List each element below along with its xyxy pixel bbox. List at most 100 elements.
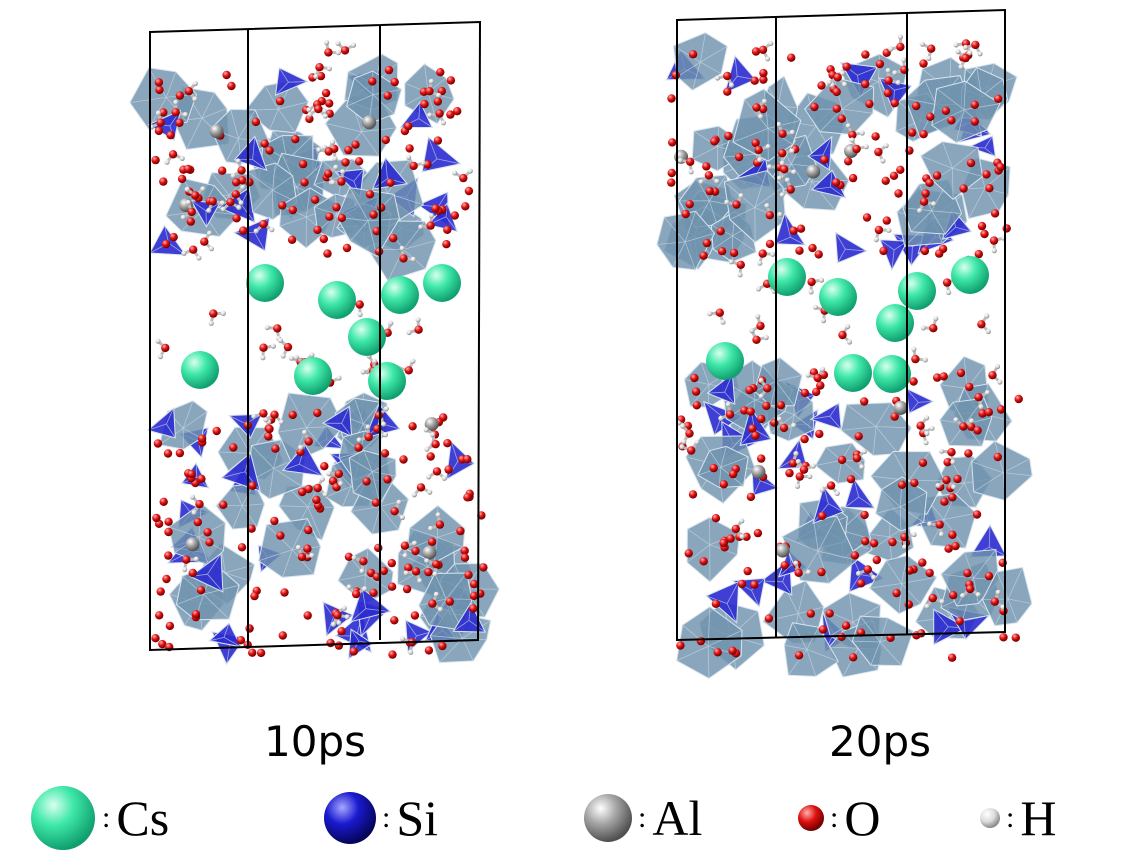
alo6-octahedron-edge bbox=[875, 426, 899, 454]
hydrogen-atom bbox=[344, 614, 350, 620]
alo6-octahedron-edge bbox=[307, 506, 323, 541]
oxygen-atom bbox=[748, 424, 757, 433]
oxygen-atom bbox=[431, 440, 440, 449]
oxygen-atom bbox=[732, 200, 741, 209]
oxygen-atom bbox=[203, 528, 212, 537]
sio4-tetrahedron-edge bbox=[724, 391, 736, 405]
hydrogen-atom bbox=[888, 46, 894, 52]
legend-label-al: Al bbox=[652, 790, 703, 846]
alo6-octahedron-edge bbox=[364, 574, 392, 591]
oxygen-atom bbox=[911, 354, 920, 364]
oxygen-atom bbox=[334, 469, 343, 479]
oxygen-atom bbox=[445, 597, 454, 606]
oxygen-atom bbox=[935, 520, 944, 529]
hydrogen-atom bbox=[341, 605, 347, 611]
oxygen-atom bbox=[684, 549, 693, 558]
cesium-atom bbox=[294, 357, 332, 395]
oxygen-atom bbox=[800, 434, 809, 444]
oxygen-atom bbox=[365, 190, 375, 199]
hydrogen-atom bbox=[402, 553, 408, 559]
alo6-octahedron-edge bbox=[841, 426, 877, 431]
sio4-tetrahedron-edge bbox=[782, 581, 793, 596]
oxygen-atom bbox=[758, 249, 767, 258]
alo6-octahedron-edge bbox=[246, 170, 273, 191]
oxygen-atom bbox=[298, 487, 307, 497]
oxygen-atom bbox=[414, 325, 423, 334]
alo6-octahedron-edge bbox=[881, 489, 901, 508]
sio4-tetrahedron-edge bbox=[428, 136, 438, 160]
alo6-octahedron-edge bbox=[685, 232, 715, 243]
hydrogen-atom bbox=[220, 310, 226, 316]
sio4-tetrahedron-edge bbox=[275, 81, 289, 96]
hydrogen-atom bbox=[406, 154, 412, 160]
oxygen-atom bbox=[163, 449, 173, 458]
oxygen-atom bbox=[869, 539, 879, 548]
hydrogen-atom bbox=[423, 427, 429, 433]
oxygen-atom bbox=[374, 543, 383, 553]
oxygen-atom bbox=[908, 128, 917, 137]
hydrogen-atom bbox=[316, 147, 322, 153]
alo6-octahedron-edge bbox=[869, 533, 890, 538]
oxygen-atom bbox=[371, 498, 381, 507]
oxygen-atom bbox=[926, 112, 935, 122]
hydrogen-atom bbox=[738, 193, 744, 199]
oxygen-atom bbox=[166, 131, 175, 140]
alo6-octahedron-edge bbox=[905, 98, 937, 106]
oxygen-atom bbox=[304, 484, 313, 494]
oxygen-atom bbox=[390, 616, 399, 625]
oxygen-atom bbox=[863, 565, 872, 574]
alo6-octahedron-edge bbox=[325, 486, 352, 498]
oxygen-atom bbox=[974, 249, 983, 259]
hydrogen-atom bbox=[770, 251, 776, 257]
hydrogen-atom bbox=[955, 49, 961, 55]
oxygen-atom bbox=[940, 497, 949, 506]
oxygen-atom bbox=[687, 446, 696, 455]
hydrogen-atom bbox=[810, 463, 816, 469]
oxygen-atom bbox=[333, 611, 342, 620]
oxygen-atom bbox=[667, 94, 676, 103]
alo6-octahedron-edge bbox=[354, 77, 374, 96]
oxygen-atom bbox=[990, 209, 1000, 218]
hydrogen-atom bbox=[383, 406, 389, 412]
cesium-atom bbox=[951, 256, 989, 294]
hydrogen-atom bbox=[826, 79, 832, 85]
oxygen-atom bbox=[303, 611, 312, 620]
oxygen-atom bbox=[374, 411, 383, 420]
hydrogen-atom bbox=[777, 211, 783, 218]
oxygen-atom bbox=[424, 567, 433, 577]
oxygen-atom bbox=[463, 493, 472, 502]
alo6-octahedron-edge bbox=[656, 241, 686, 245]
oxygen-atom bbox=[889, 171, 899, 180]
oxygen-atom bbox=[977, 221, 987, 231]
hydrogen-atom bbox=[812, 304, 819, 310]
oxygen-atom bbox=[745, 385, 754, 395]
alo6-octahedron-edge bbox=[363, 450, 373, 472]
alo6-octahedron-edge bbox=[338, 451, 361, 459]
oxygen-atom bbox=[352, 589, 361, 599]
sio4-tetrahedron-edge bbox=[784, 213, 791, 238]
sio4-tetrahedron-edge bbox=[751, 590, 760, 607]
alo6-octahedron-edge bbox=[784, 644, 807, 650]
oxygen-atom bbox=[399, 254, 408, 263]
alo6-octahedron-edge bbox=[238, 109, 256, 139]
alo6-octahedron-edge bbox=[806, 649, 839, 662]
sio4-tetrahedron-edge bbox=[288, 81, 308, 83]
oxygen-atom bbox=[765, 239, 775, 249]
hydrogen-atom bbox=[725, 401, 731, 408]
sio4-tetrahedron-edge bbox=[207, 553, 222, 575]
alo6-octahedron-edge bbox=[963, 81, 966, 110]
hydrogen-atom bbox=[739, 534, 745, 540]
legend-item-si: : Si bbox=[322, 778, 438, 858]
hydrogen-atom bbox=[238, 200, 244, 206]
hydrogen-atom bbox=[206, 230, 213, 236]
oxygen-atom bbox=[993, 452, 1002, 462]
sio4-tetrahedron-edge bbox=[223, 637, 242, 648]
oxygen-atom bbox=[380, 449, 390, 458]
oxygen-atom bbox=[910, 478, 919, 488]
alo6-octahedron-edge bbox=[695, 177, 710, 201]
oxygen-atom bbox=[200, 237, 209, 246]
alo6-octahedron-edge bbox=[165, 210, 203, 217]
sio4-tetrahedron-edge bbox=[879, 239, 895, 251]
hydrogen-atom bbox=[319, 476, 325, 482]
hydrogen-atom bbox=[791, 422, 797, 428]
